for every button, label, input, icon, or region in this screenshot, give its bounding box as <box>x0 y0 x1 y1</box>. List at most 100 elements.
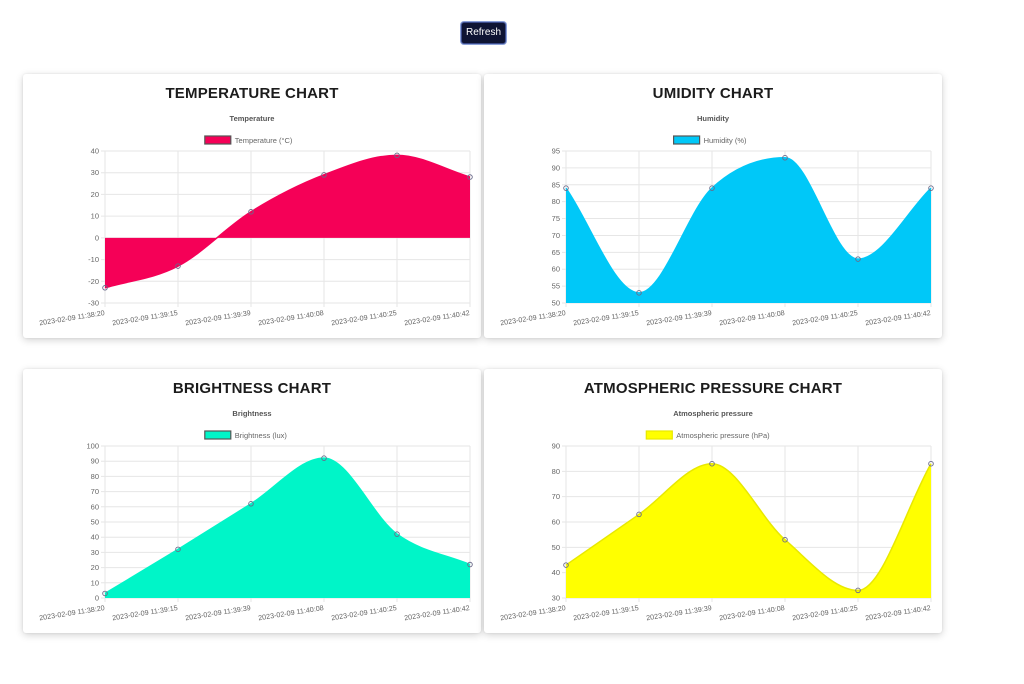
card-title: ATMOSPHERIC PRESSURE CHART <box>583 380 843 397</box>
series-line <box>104 457 471 595</box>
y-tick-label: 0 <box>95 233 99 242</box>
data-point <box>709 460 715 467</box>
x-tick-label: 2023-02-09 11:40:08 <box>719 308 786 327</box>
data-point <box>102 285 108 291</box>
y-tick-label: 50 <box>552 543 560 552</box>
x-tick-label: 2023-02-09 11:39:15 <box>573 308 640 327</box>
x-tick-label: 2023-02-09 11:40:08 <box>258 308 325 327</box>
data-point <box>782 536 788 543</box>
data-point <box>321 172 327 178</box>
y-tick-label: 80 <box>91 472 99 481</box>
y-tick-label: 70 <box>91 487 99 496</box>
data-point <box>248 501 254 507</box>
card-title: UMIDITY CHART <box>652 85 774 102</box>
y-tick-label: 60 <box>552 518 560 527</box>
data-point <box>928 185 934 191</box>
temperature-chart-card: TEMPERATURE CHART Temperature Temperature… <box>23 74 481 338</box>
data-point <box>928 460 934 467</box>
data-point <box>467 174 473 180</box>
series-line <box>104 154 471 289</box>
y-tick-label: 20 <box>91 190 99 199</box>
x-tick-label: 2023-02-09 11:39:39 <box>185 603 252 622</box>
y-tick-label: 50 <box>91 518 99 527</box>
chart-subtitle: Temperature <box>230 114 275 123</box>
y-tick-label: 30 <box>91 548 99 557</box>
y-tick-label: 80 <box>552 467 560 476</box>
data-point <box>175 263 181 269</box>
card-title: BRIGHTNESS CHART <box>172 380 332 397</box>
x-tick-label: 2023-02-09 11:40:25 <box>331 603 398 622</box>
pressure-chart-card: ATMOSPHERIC PRESSURE CHART Atmospheric p… <box>484 369 942 633</box>
data-point <box>636 511 642 518</box>
data-point <box>321 455 327 461</box>
y-tick-label: 40 <box>91 533 99 542</box>
chart-subtitle: Humidity <box>697 114 730 123</box>
series-area <box>566 157 931 303</box>
y-tick-label: 95 <box>552 147 560 156</box>
y-tick-label: 70 <box>552 492 560 501</box>
x-tick-label: 2023-02-09 11:39:39 <box>646 308 713 327</box>
y-tick-label: 20 <box>91 563 99 572</box>
y-tick-label: 85 <box>552 180 560 189</box>
legend-label: Humidity (%) <box>704 136 747 145</box>
y-tick-label: 40 <box>552 568 560 577</box>
y-tick-label: 50 <box>552 299 560 308</box>
y-tick-label: 90 <box>552 442 560 451</box>
data-point <box>394 531 400 537</box>
x-tick-label: 2023-02-09 11:38:20 <box>39 308 106 327</box>
y-tick-label: 30 <box>552 594 560 603</box>
x-tick-label: 2023-02-09 11:38:20 <box>500 308 567 327</box>
y-tick-label: 10 <box>91 212 99 221</box>
data-point <box>102 590 108 597</box>
legend-swatch <box>673 135 701 145</box>
data-point <box>563 562 569 568</box>
pressure-chart: Atmospheric pressure Atmospheric pressure… <box>500 409 934 622</box>
y-tick-label: 10 <box>91 578 99 587</box>
temperature-chart: Temperature Temperature (°C) 40 30 20 10 0 -10 -… <box>39 114 473 327</box>
x-tick-label: 2023-02-09 11:40:42 <box>404 603 471 622</box>
data-point <box>248 209 254 215</box>
y-tick-label: 0 <box>95 594 99 603</box>
refresh-button[interactable]: Refresh <box>461 22 506 44</box>
series-area <box>105 155 470 288</box>
brightness-chart-card: BRIGHTNESS CHART Brightness Brightness (l… <box>23 369 481 633</box>
y-tick-label: -30 <box>88 299 99 308</box>
series-area <box>566 463 931 598</box>
data-point <box>175 546 181 553</box>
data-point <box>467 561 473 568</box>
chart-legend: Humidity (%) <box>673 135 747 145</box>
x-tick-label: 2023-02-09 11:38:20 <box>39 603 106 622</box>
chart-subtitle: Brightness <box>232 409 271 418</box>
humidity-chart-card: UMIDITY CHART Humidity Humidity (%) 95 90 85… <box>484 74 942 338</box>
x-tick-label: 2023-02-09 11:40:25 <box>331 308 398 327</box>
x-tick-label: 2023-02-09 11:40:08 <box>719 603 786 622</box>
data-point <box>855 587 861 594</box>
data-point <box>782 155 788 161</box>
data-point <box>636 290 642 296</box>
y-tick-label: -10 <box>88 255 99 264</box>
y-tick-label: 30 <box>91 168 99 177</box>
legend-swatch <box>645 430 673 440</box>
x-tick-label: 2023-02-09 11:39:15 <box>573 603 640 622</box>
x-tick-label: 2023-02-09 11:40:25 <box>792 308 859 327</box>
y-tick-label: 60 <box>552 265 560 274</box>
x-tick-label: 2023-02-09 11:39:39 <box>185 308 252 327</box>
y-tick-label: 75 <box>552 214 560 223</box>
y-tick-label: 65 <box>552 248 560 257</box>
y-tick-label: 40 <box>91 147 99 156</box>
y-tick-label: 80 <box>552 197 560 206</box>
y-tick-label: 90 <box>552 163 560 172</box>
chart-legend: Atmospheric pressure (hPa) <box>645 430 770 440</box>
legend-label: Brightness (lux) <box>235 431 288 440</box>
legend-swatch <box>204 135 232 145</box>
x-tick-label: 2023-02-09 11:40:42 <box>865 603 932 622</box>
x-tick-label: 2023-02-09 11:39:15 <box>112 308 179 327</box>
data-point <box>563 185 569 191</box>
humidity-chart: Humidity Humidity (%) 95 90 85 80 75 70 65 60 55 50… <box>500 114 934 327</box>
legend-label: Atmospheric pressure (hPa) <box>676 431 770 440</box>
chart-legend: Brightness (lux) <box>204 430 288 440</box>
y-tick-label: 90 <box>91 457 99 466</box>
x-tick-label: 2023-02-09 11:40:42 <box>865 308 932 327</box>
data-point <box>855 256 861 262</box>
data-point <box>709 185 715 191</box>
